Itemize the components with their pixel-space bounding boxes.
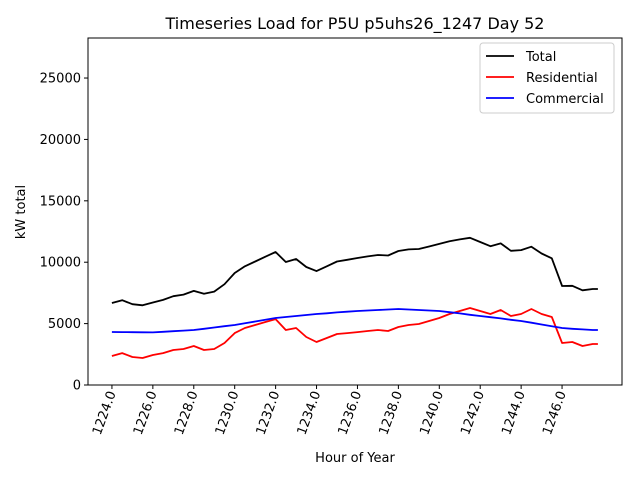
x-tick-label: 1244.0	[499, 389, 529, 437]
y-tick-label: 5000	[48, 317, 81, 332]
x-tick-label: 1240.0	[417, 389, 447, 437]
legend-label-residential: Residential	[526, 71, 598, 86]
x-tick-label: 1228.0	[172, 389, 202, 437]
x-tick-label: 1242.0	[458, 389, 488, 437]
series-line-total	[111, 236, 598, 307]
x-tick-label: 1226.0	[131, 389, 161, 437]
x-tick-label: 1230.0	[213, 389, 243, 437]
x-tick-label: 1234.0	[295, 389, 325, 437]
plot-frame	[87, 37, 623, 386]
y-tick-label: 20000	[40, 133, 81, 148]
x-tick-label: 1238.0	[376, 389, 406, 437]
x-tick-label: 1236.0	[336, 389, 366, 437]
y-tick-label: 0	[73, 379, 81, 394]
x-tick-label: 1246.0	[540, 389, 570, 437]
legend-box	[479, 42, 615, 114]
y-tick-label: 10000	[40, 256, 81, 271]
x-tick-label: 1232.0	[254, 389, 284, 437]
series-line-residential	[111, 307, 598, 359]
legend: Total Residential Commercial	[479, 42, 615, 114]
x-axis-label: Hour of Year	[315, 451, 395, 466]
y-tick-label: 25000	[40, 72, 81, 87]
legend-label-commercial: Commercial	[526, 92, 604, 107]
series-layer	[111, 236, 598, 359]
y-axis-label: kW total	[14, 185, 29, 239]
y-tick-label: 15000	[40, 194, 81, 209]
legend-label-total: Total	[525, 50, 556, 65]
series-line-commercial	[111, 308, 598, 334]
x-tick-label: 1224.0	[90, 389, 120, 437]
chart-title: Timeseries Load for P5U p5uhs26_1247 Day…	[165, 14, 545, 34]
